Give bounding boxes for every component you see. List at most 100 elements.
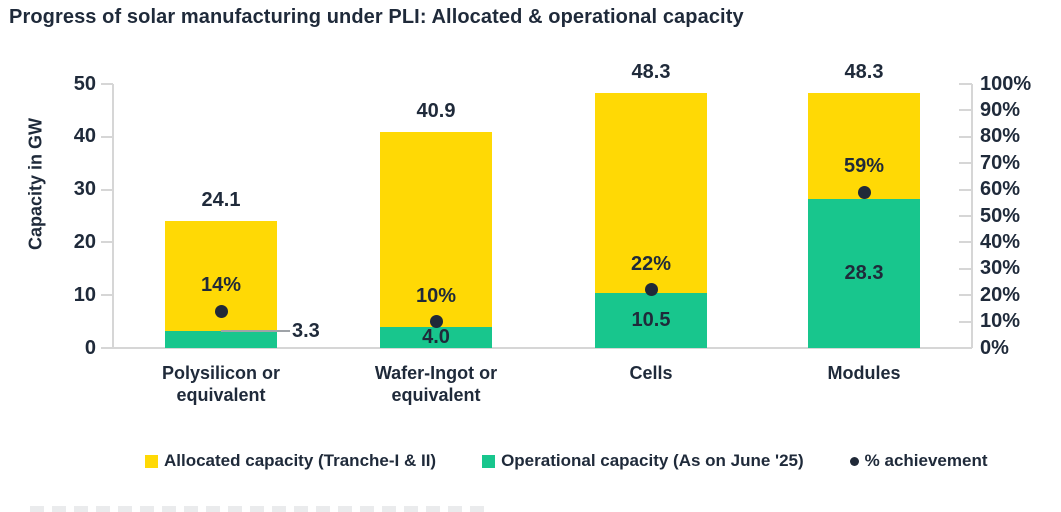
achievement-value-label: 59% (843, 155, 885, 178)
legend-label: Operational capacity (As on June '25) (501, 451, 804, 470)
right-axis-tick-label: 80% (980, 125, 1021, 148)
achievement-dot (214, 304, 228, 318)
operational-swatch-icon (482, 454, 496, 468)
achievement-dot (429, 315, 443, 329)
tick-mark (959, 162, 972, 165)
left-axis-tick-label: 20 (73, 230, 96, 253)
chart-title: Progress of solar manufacturing under PL… (9, 6, 744, 28)
left-axis-tick: 20 (58, 230, 113, 254)
right-axis-tick: 90% (959, 98, 1020, 122)
allocated-value-label: 40.9 (416, 100, 456, 123)
operational-bar (380, 326, 492, 348)
left-axis-tick: 50 (58, 72, 113, 96)
allocated-bar (165, 220, 277, 348)
allocated-value-label: 48.3 (631, 60, 671, 83)
left-axis-line (112, 84, 114, 348)
right-axis-tick-label: 10% (980, 310, 1021, 333)
right-axis-tick-label: 70% (980, 151, 1021, 174)
operational-label-leader-line (221, 329, 290, 332)
operational-value-label: 4.0 (422, 326, 450, 349)
right-axis-tick: 70% (959, 151, 1020, 175)
left-axis-tick-label: 0 (84, 336, 96, 359)
right-axis-tick-label: 30% (980, 257, 1021, 280)
right-axis-tick: 80% (959, 125, 1020, 149)
legend-label: % achievement (864, 451, 988, 470)
right-axis-tick-label: 40% (980, 230, 1021, 253)
achievement-value-label: 14% (200, 274, 242, 297)
allocated-bar (808, 92, 920, 348)
right-axis-tick-label: 20% (980, 283, 1021, 306)
right-axis-tick: 60% (959, 178, 1020, 202)
operational-value-label: 3.3 (292, 319, 320, 342)
right-axis-tick: 40% (959, 230, 1020, 254)
tick-mark (959, 267, 972, 270)
bottom-axis-line (112, 347, 972, 349)
category-label-polysilicon: Polysilicon or equivalent (161, 363, 281, 405)
right-axis-tick: 10% (959, 310, 1020, 334)
legend-item-allocated: Allocated capacity (Tranche-I & II) (145, 451, 436, 471)
y-axis-title: Capacity in GW (25, 117, 46, 251)
left-axis-tick: 40 (58, 125, 113, 149)
allocated-swatch-icon (145, 454, 158, 468)
allocated-bar (595, 92, 707, 348)
category-label-wafer-ingot: Wafer-Ingot or equivalent (374, 363, 498, 405)
allocated-bar (380, 132, 492, 348)
tick-mark (959, 109, 972, 112)
achievement-value-label: 10% (415, 284, 457, 307)
achievement-value-label: 22% (630, 252, 672, 275)
tick-mark (959, 215, 972, 217)
right-axis-tick-label: 90% (980, 98, 1021, 121)
right-axis-tick-label: 60% (980, 178, 1021, 201)
left-axis-tick-label: 50 (73, 72, 96, 95)
legend-label: Allocated capacity (Tranche-I & II) (164, 451, 437, 470)
tick-mark (959, 241, 972, 244)
tick-mark (101, 188, 113, 191)
legend: Allocated capacity (Tranche-I & II) Oper… (145, 451, 988, 471)
right-axis-tick: 50% (959, 204, 1020, 228)
left-axis-tick: 10 (58, 283, 113, 307)
left-axis-tick: 0 (58, 336, 113, 360)
right-axis-tick: 100% (959, 72, 1031, 96)
category-label-modules: Modules (827, 363, 901, 383)
left-axis-tick-label: 40 (73, 125, 96, 148)
tick-mark (959, 294, 972, 297)
right-axis-tick-label: 50% (980, 204, 1021, 227)
left-axis-tick-label: 10 (73, 283, 96, 306)
allocated-value-label: 24.1 (201, 188, 241, 211)
tick-mark (101, 347, 113, 349)
operational-value-label: 10.5 (631, 309, 671, 332)
right-axis-tick-label: 0% (980, 336, 1009, 359)
right-axis-tick: 30% (959, 257, 1020, 281)
legend-item-achievement: % achievement (849, 451, 988, 471)
tick-mark (959, 320, 972, 323)
operational-bar (595, 292, 707, 348)
achievement-dot-icon (849, 456, 859, 466)
right-axis-tick: 0% (959, 336, 1009, 360)
operational-value-label: 28.3 (844, 262, 884, 285)
tick-mark (101, 241, 113, 244)
achievement-dot (857, 185, 871, 199)
operational-bar (165, 330, 277, 348)
right-axis-tick: 20% (959, 283, 1020, 307)
operational-bar (808, 198, 920, 348)
allocated-value-label: 48.3 (844, 60, 884, 83)
category-label-cells: Cells (629, 363, 673, 383)
tick-mark (959, 347, 972, 349)
tick-mark (959, 188, 972, 191)
tick-mark (959, 135, 972, 138)
tick-mark (101, 135, 113, 138)
achievement-dot (644, 283, 658, 297)
tick-mark (101, 294, 113, 297)
left-axis-tick: 30 (58, 178, 113, 202)
left-axis-tick-label: 30 (73, 178, 96, 201)
legend-item-operational: Operational capacity (As on June '25) (482, 451, 804, 471)
tick-mark (959, 83, 972, 85)
right-axis-tick-label: 100% (980, 72, 1032, 95)
cropped-source-text (30, 506, 485, 512)
tick-mark (101, 83, 113, 85)
